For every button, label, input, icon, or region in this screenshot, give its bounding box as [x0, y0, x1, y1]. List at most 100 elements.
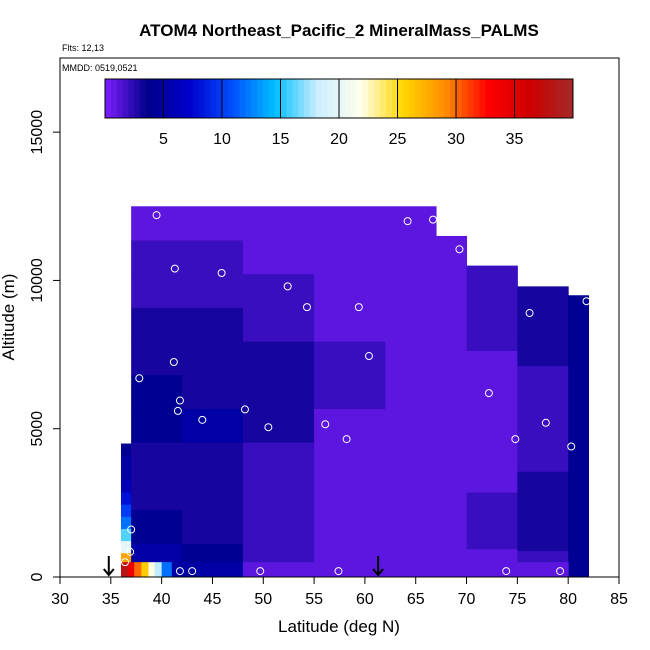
heatmap-cell: [466, 463, 518, 493]
heatmap-cell: [181, 509, 244, 544]
heatmap-cell: [568, 397, 590, 424]
heatmap-surface-cell: [242, 562, 569, 577]
colorbar-swatch: [216, 79, 223, 118]
heatmap-cell: [120, 492, 132, 505]
x-tick-label: 55: [305, 591, 323, 608]
heatmap-cell: [385, 374, 437, 409]
sample-point: [511, 435, 520, 444]
heatmap-cell: [568, 320, 590, 347]
colorbar-swatch: [262, 79, 270, 118]
heatmap-cell: [385, 475, 437, 511]
heatmap-cell: [385, 307, 437, 342]
x-tick-label: 85: [610, 591, 628, 608]
colorbar-swatch: [391, 79, 398, 118]
colorbar-swatch: [315, 79, 322, 118]
colorbar-swatch: [374, 79, 381, 118]
heatmap-cell: [242, 206, 315, 241]
heatmap-cell: [131, 475, 183, 511]
colorbar-swatch: [491, 79, 498, 118]
sample-point: [169, 357, 178, 366]
colorbar-swatch: [140, 79, 147, 118]
heatmap-surface-cell: [128, 562, 135, 577]
heatmap-cell: [436, 483, 468, 516]
heatmap-cell: [314, 442, 386, 477]
heatmap-cell: [181, 239, 244, 275]
colorbar-swatch: [274, 79, 281, 118]
sample-point: [170, 264, 179, 273]
sample-point: [175, 567, 184, 576]
colorbar-swatch: [175, 79, 182, 118]
sample-point: [582, 297, 591, 306]
heatmap-cell: [131, 307, 183, 342]
sample-point: [264, 423, 273, 432]
sample-point: [334, 567, 343, 576]
colorbar-swatch: [420, 79, 428, 118]
sample-point: [502, 567, 511, 576]
sample-point: [175, 396, 184, 405]
sample-point: [135, 374, 144, 383]
heatmap-surface-cell: [134, 562, 142, 577]
y-tick-label: 15000: [29, 110, 46, 155]
colorbar-swatch: [257, 79, 264, 118]
colorbar-tick-label: 35: [506, 131, 524, 148]
heatmap-cell: [385, 273, 437, 308]
colorbar-swatch: [251, 79, 258, 118]
heatmap-surface-cell: [141, 562, 149, 577]
heatmap-cell: [385, 442, 437, 477]
x-axis: 30 35 40 45 50 55 60 65 70 75 80 85: [51, 577, 628, 608]
colorbar-tick-label: 10: [213, 131, 231, 148]
colorbar-swatch: [110, 79, 118, 118]
x-tick-label: 75: [508, 591, 526, 608]
heatmap-cell: [385, 509, 437, 544]
heatmap-cell: [120, 504, 132, 517]
colorbar-swatch: [514, 79, 521, 118]
heatmap-cell: [466, 407, 518, 436]
heatmap-cell: [181, 475, 244, 511]
heatmap-surface-cell: [120, 562, 129, 577]
heatmap-cell: [568, 448, 590, 476]
heatmap-cell: [314, 307, 386, 342]
heatmap-cell: [314, 206, 386, 241]
colorbar-swatch: [397, 79, 404, 118]
heatmap-cell: [385, 341, 437, 376]
heatmap-cell: [131, 239, 183, 275]
colorbar-swatch: [473, 79, 480, 118]
sample-point: [403, 217, 412, 226]
colorbar-swatch: [233, 79, 240, 118]
colorbar-swatch: [496, 79, 504, 118]
heatmap-cell: [466, 322, 518, 352]
heatmap-cell: [120, 516, 132, 529]
colorbar-swatch: [116, 79, 123, 118]
colorbar-swatch: [415, 79, 422, 118]
colorbar-swatch: [502, 79, 510, 118]
heatmap-cell: [242, 273, 315, 308]
heatmap-surface-cell: [154, 562, 163, 577]
colorbar-swatch: [268, 79, 276, 118]
colorbar-swatch: [292, 79, 299, 118]
colorbar-swatch: [350, 79, 357, 118]
colorbar-swatch: [450, 79, 457, 118]
sample-point: [541, 418, 550, 427]
x-tick-label: 45: [204, 591, 222, 608]
colorbar-swatch: [403, 79, 410, 118]
colorbar-swatch: [245, 79, 252, 118]
heatmap-cell: [120, 528, 132, 542]
colorbar-tick-label: 15: [272, 131, 290, 148]
colorbar-swatch: [222, 79, 229, 118]
flights-subtitle: Flts: 12,13: [62, 43, 104, 53]
colorbar-swatch: [227, 79, 235, 118]
sample-point: [240, 405, 249, 414]
x-tick-label: 60: [356, 591, 374, 608]
colorbar-swatch: [344, 79, 352, 118]
sample-point: [556, 567, 565, 576]
heatmap-cell: [242, 509, 315, 544]
heatmap-cell: [120, 467, 132, 481]
heatmap-cell: [181, 273, 244, 308]
colorbar-swatch: [145, 79, 153, 118]
heatmap-surface-cell: [161, 562, 173, 577]
heatmap-cell: [568, 295, 590, 322]
heatmap-cell: [242, 307, 315, 342]
colorbar-swatch: [385, 79, 393, 118]
plot-frame: [59, 57, 620, 578]
